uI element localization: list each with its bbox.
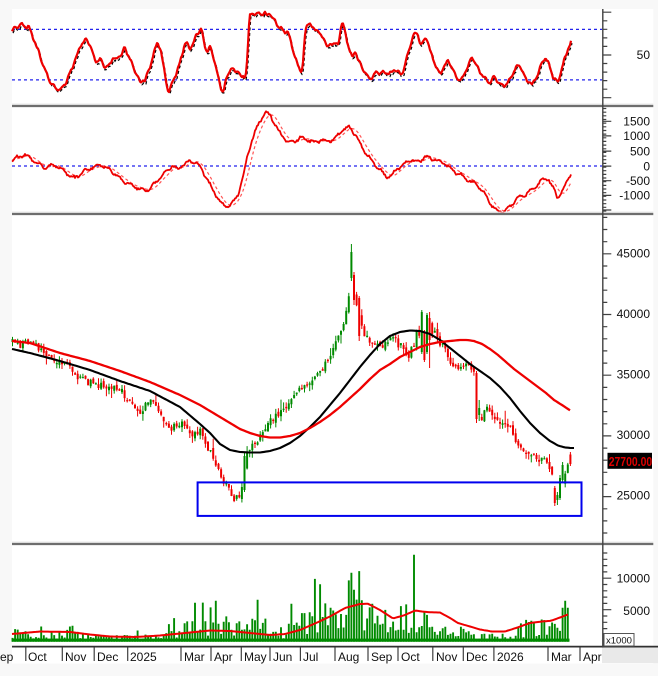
- svg-text:Jun: Jun: [273, 650, 292, 664]
- svg-text:Apr: Apr: [214, 650, 233, 664]
- svg-text:Dec: Dec: [466, 650, 487, 664]
- svg-text:25000: 25000: [617, 489, 651, 503]
- svg-text:-500: -500: [626, 174, 650, 188]
- svg-text:Oct: Oct: [401, 650, 420, 664]
- svg-text:Sep: Sep: [0, 650, 14, 664]
- svg-text:5000: 5000: [623, 604, 650, 618]
- svg-text:Mar: Mar: [184, 650, 205, 664]
- svg-text:x1000: x1000: [606, 635, 632, 646]
- svg-text:30000: 30000: [617, 428, 651, 442]
- svg-text:Dec: Dec: [97, 650, 118, 664]
- svg-text:Oct: Oct: [28, 650, 47, 664]
- svg-text:2025: 2025: [130, 650, 157, 664]
- svg-text:Aug: Aug: [338, 650, 359, 664]
- svg-text:Nov: Nov: [436, 650, 457, 664]
- svg-text:Apr: Apr: [583, 650, 602, 664]
- svg-text:27700.00: 27700.00: [609, 454, 653, 469]
- svg-text:500: 500: [630, 144, 650, 158]
- svg-text:35000: 35000: [617, 368, 651, 382]
- svg-text:1000: 1000: [623, 129, 650, 143]
- svg-text:50: 50: [637, 48, 651, 62]
- svg-text:Mar: Mar: [551, 650, 572, 664]
- svg-text:Sep: Sep: [371, 650, 393, 664]
- svg-text:Nov: Nov: [65, 650, 86, 664]
- svg-text:May: May: [244, 650, 267, 664]
- svg-text:0: 0: [643, 159, 650, 173]
- svg-text:Jul: Jul: [303, 650, 318, 664]
- svg-text:2026: 2026: [497, 650, 524, 664]
- svg-text:1500: 1500: [623, 115, 650, 129]
- svg-text:10000: 10000: [617, 572, 651, 586]
- svg-text:-1000: -1000: [619, 189, 650, 203]
- svg-text:45000: 45000: [617, 247, 651, 261]
- svg-text:40000: 40000: [617, 307, 651, 321]
